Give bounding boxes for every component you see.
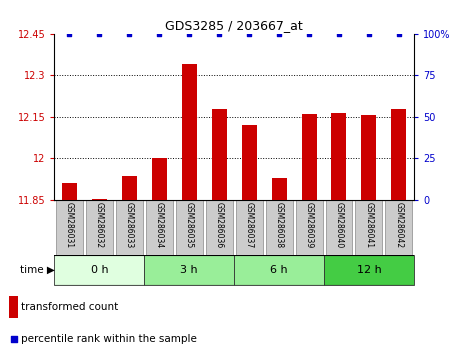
Bar — [182, 64, 197, 200]
Point — [66, 31, 73, 36]
Text: 3 h: 3 h — [180, 265, 198, 275]
Point — [275, 31, 283, 36]
Bar — [296, 200, 323, 255]
Bar — [175, 200, 202, 255]
Bar — [236, 200, 263, 255]
Bar — [144, 255, 234, 285]
Text: time ▶: time ▶ — [19, 265, 54, 275]
Bar — [234, 255, 324, 285]
Bar — [361, 115, 377, 200]
Bar — [302, 114, 316, 200]
Text: GSM286040: GSM286040 — [334, 202, 343, 248]
Text: GSM286036: GSM286036 — [215, 202, 224, 248]
Text: 0 h: 0 h — [90, 265, 108, 275]
Bar — [265, 200, 292, 255]
Bar — [86, 200, 113, 255]
Point — [215, 31, 223, 36]
Point — [335, 31, 343, 36]
Point — [316, 212, 324, 218]
Text: GSM286032: GSM286032 — [95, 202, 104, 248]
Text: 12 h: 12 h — [357, 265, 381, 275]
Text: GSM286039: GSM286039 — [305, 202, 314, 248]
Point — [365, 31, 373, 36]
Bar — [9, 296, 18, 318]
Text: GSM286035: GSM286035 — [184, 202, 194, 248]
Point — [156, 31, 163, 36]
Text: percentile rank within the sample: percentile rank within the sample — [21, 334, 197, 344]
Text: GSM286042: GSM286042 — [394, 202, 403, 248]
Bar — [356, 200, 382, 255]
Bar — [332, 113, 346, 200]
Bar — [385, 200, 412, 255]
Bar — [62, 183, 77, 200]
Bar — [391, 108, 406, 200]
Bar — [56, 200, 83, 255]
Bar — [116, 200, 143, 255]
Point — [96, 31, 103, 36]
Text: GSM286033: GSM286033 — [125, 202, 134, 248]
Bar — [54, 255, 144, 285]
Point — [185, 31, 193, 36]
Text: GSM286037: GSM286037 — [245, 202, 254, 248]
Text: transformed count: transformed count — [21, 302, 118, 312]
Title: GDS3285 / 203667_at: GDS3285 / 203667_at — [165, 19, 303, 33]
Text: 6 h: 6 h — [270, 265, 288, 275]
Bar — [122, 176, 137, 200]
Bar — [272, 178, 287, 200]
Bar — [152, 158, 166, 200]
Bar — [325, 200, 352, 255]
Text: GSM286041: GSM286041 — [364, 202, 374, 248]
Text: GSM286031: GSM286031 — [65, 202, 74, 248]
Bar — [242, 125, 256, 200]
Point — [305, 31, 313, 36]
Bar — [211, 108, 227, 200]
Point — [395, 31, 403, 36]
Point — [125, 31, 133, 36]
Text: GSM286038: GSM286038 — [274, 202, 284, 248]
Bar — [206, 200, 233, 255]
Bar — [92, 199, 107, 200]
Bar — [324, 255, 414, 285]
Point — [245, 31, 253, 36]
Text: GSM286034: GSM286034 — [155, 202, 164, 248]
Bar — [146, 200, 173, 255]
